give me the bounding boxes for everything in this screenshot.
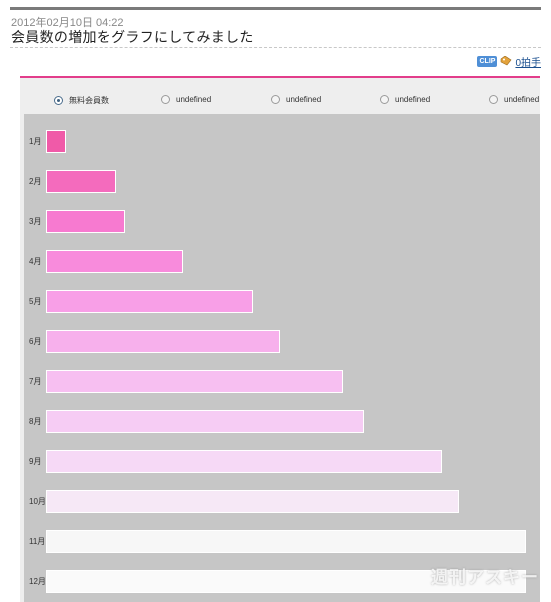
legend-label: undefined — [395, 95, 431, 104]
post-date: 2012年02月10日 04:22 — [11, 17, 124, 29]
legend-item[interactable]: undefined — [161, 95, 211, 104]
bar[interactable] — [46, 250, 183, 273]
category-label: 10月 — [29, 496, 46, 506]
chart-plot-area: 1月 2月 3月 4月 5月 6月 7月 8月 9月 10月 11月 12月 — [24, 114, 540, 602]
bar[interactable] — [46, 410, 364, 433]
title-divider — [10, 47, 541, 48]
category-label: 6月 — [29, 336, 42, 346]
category-label: 7月 — [29, 376, 42, 386]
legend-item[interactable]: undefined — [489, 95, 539, 104]
bar[interactable] — [46, 530, 526, 553]
legend-label: undefined — [176, 95, 212, 104]
share-row: CLIP 0拍手 — [477, 54, 541, 69]
post-title: 会員数の増加をグラフにしてみました — [11, 30, 254, 46]
bar[interactable] — [46, 170, 116, 193]
legend-label: 無料会員数 — [69, 96, 109, 105]
category-label: 4月 — [29, 256, 42, 266]
legend-item[interactable]: undefined — [271, 95, 321, 104]
category-label: 12月 — [29, 576, 46, 586]
bar[interactable] — [46, 490, 459, 513]
radio-icon[interactable] — [161, 95, 170, 104]
chart-frame: 無料会員数 undefined undefined undefined unde… — [20, 76, 540, 602]
legend-item[interactable]: undefined — [380, 95, 430, 104]
radio-icon[interactable] — [271, 95, 280, 104]
category-label: 8月 — [29, 416, 42, 426]
clap-link[interactable]: 0拍手 — [515, 57, 541, 69]
bar[interactable] — [46, 570, 526, 593]
legend-item[interactable]: 無料会員数 — [54, 95, 109, 106]
legend-label: undefined — [504, 95, 540, 104]
radio-icon[interactable] — [489, 95, 498, 104]
bar[interactable] — [46, 330, 280, 353]
watermark: 週刊アスキー — [431, 568, 539, 588]
radio-icon[interactable] — [380, 95, 389, 104]
tag-icon[interactable] — [500, 55, 512, 66]
bar[interactable] — [46, 450, 442, 473]
chart-legend: 無料会員数 undefined undefined undefined unde… — [20, 78, 540, 112]
category-label: 11月 — [29, 536, 46, 546]
top-rule — [10, 7, 541, 10]
category-label: 2月 — [29, 176, 42, 186]
bar[interactable] — [46, 290, 253, 313]
radio-selected-icon[interactable] — [54, 96, 63, 105]
bar[interactable] — [46, 370, 343, 393]
category-label: 5月 — [29, 296, 42, 306]
legend-label: undefined — [286, 95, 322, 104]
clip-icon[interactable]: CLIP — [477, 55, 498, 67]
category-label: 1月 — [29, 136, 42, 146]
category-label: 3月 — [29, 216, 42, 226]
bar[interactable] — [46, 130, 66, 153]
category-label: 9月 — [29, 456, 42, 466]
bar[interactable] — [46, 210, 125, 233]
